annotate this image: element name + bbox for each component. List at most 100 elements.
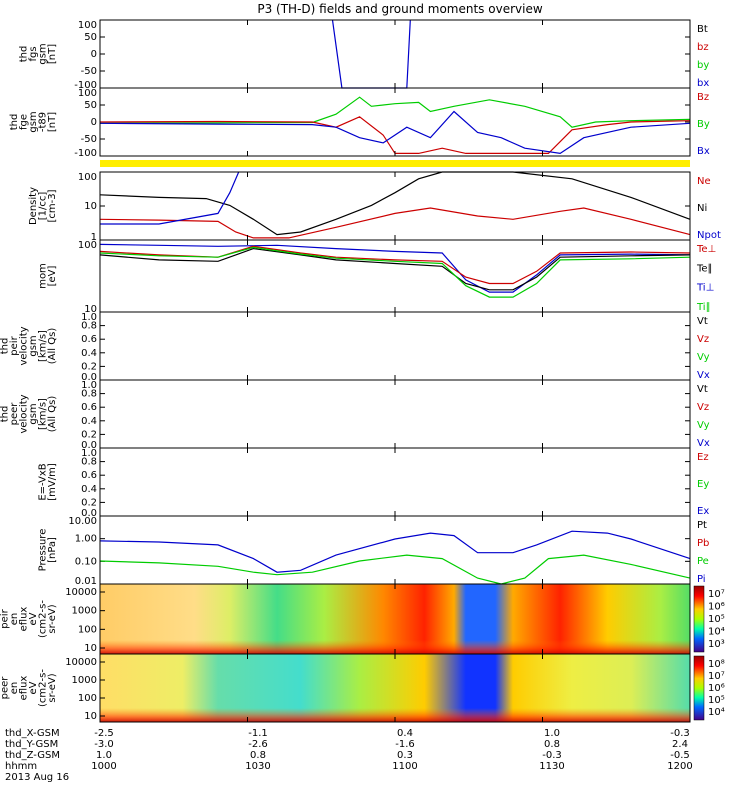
y-tick-label: 0.2 (81, 361, 97, 372)
y-axis-label-line: eflux (19, 676, 30, 701)
bottom-row-label: thd_X-GSM (5, 728, 60, 739)
legend-entry: Te⊥ (696, 244, 716, 255)
y-axis-label-line: fge (19, 114, 30, 130)
y-tick-label: 10000 (65, 587, 97, 598)
colorbar (693, 585, 705, 653)
bottom-row-value: 1000 (91, 761, 116, 772)
panels: 100500-50-100Btbzbybxthdfgsgsm[nT]100500… (0, 19, 725, 723)
legend-entry: Bz (697, 92, 709, 103)
panel-frame (99, 447, 691, 517)
legend-entry: Vx (697, 438, 710, 449)
y-axis-label-line: [nT] (47, 44, 58, 64)
legend-entry: Ti⊥ (696, 283, 714, 294)
y-tick-label: 0.6 (81, 334, 97, 345)
y-tick-label: 10 (84, 304, 97, 315)
y-tick-label: 10 (84, 201, 97, 212)
y-tick-label: 50 (84, 100, 97, 111)
legend-entry: Vz (697, 402, 709, 413)
bottom-row-value: 1.0 (96, 750, 112, 761)
y-tick-label: -50 (81, 134, 97, 145)
y-tick-label: 1.0 (81, 312, 97, 323)
y-axis-label-line: E=-VxB (38, 463, 49, 500)
y-axis-label-line: [nT] (47, 112, 58, 132)
y-tick-label: 100 (78, 20, 97, 31)
y-axis-label-line: eV (28, 681, 39, 694)
y-tick-label: 50 (84, 32, 97, 43)
y-tick-label: 0.10 (75, 556, 97, 567)
quality-flag-bar (100, 160, 690, 167)
y-tick-label: 100 (78, 240, 97, 251)
y-tick-label: 10 (84, 711, 97, 722)
y-axis-label-line: thd (19, 46, 30, 63)
y-axis-label-line: [nPa] (47, 537, 58, 563)
bottom-row-value: 0.8 (250, 750, 266, 761)
colorbar-tick-label: 10⁴ (708, 707, 725, 718)
bottom-row-value: -1.1 (248, 728, 268, 739)
series-line (99, 554, 691, 585)
panel-efield: 1.00.8 0.6 0.4 0.20.0 Ez Ey Ex E=-VxB[mV/m] (38, 447, 709, 519)
legend-entry: Pi (697, 574, 706, 585)
y-axis-label: thdfgsgsm[nT] (19, 43, 59, 64)
bottom-row-value: -0.5 (670, 750, 690, 761)
legend-entry: Pe (697, 556, 709, 567)
y-tick-label: 100 (78, 624, 97, 635)
bottom-row-value: 1100 (392, 761, 417, 772)
colorbar-tick-label: 10⁴ (708, 627, 725, 638)
y-axis-label-line: peer (9, 402, 20, 426)
y-tick-label: 100 (78, 693, 97, 704)
legend-entry: Vz (697, 334, 709, 345)
y-axis-label-line: peir (9, 335, 20, 355)
y-axis-label-line: gsm (38, 43, 49, 64)
bottom-row-value: -0.3 (542, 750, 562, 761)
y-axis-label-line: (All Qs) (47, 328, 58, 365)
y-tick-label: 0.01 (75, 576, 97, 587)
y-tick-label: 0 (91, 117, 97, 128)
legend-entry: Pb (697, 538, 709, 549)
series-line (331, 19, 411, 89)
y-axis-label: thdpeerenefluxeV(cm2-s-sr-eV) (0, 669, 58, 707)
colorbar-tick-label: 10⁵ (708, 695, 725, 706)
y-axis-label-line: thd (0, 406, 11, 423)
chart-title: P3 (TH-D) fields and ground moments over… (257, 2, 542, 16)
y-tick-label: 0.2 (81, 429, 97, 440)
y-tick-label: 10.00 (68, 516, 97, 527)
y-axis-label-line: Density (28, 187, 39, 225)
y-axis-label-line: sr-eV) (47, 604, 58, 633)
bottom-row-value: -3.0 (94, 739, 114, 750)
y-axis-label-line: [km/s] (38, 330, 49, 362)
y-tick-label: 0.6 (81, 402, 97, 413)
y-axis-label-line: [cm-3] (47, 189, 58, 222)
legend-entry: Ez (697, 452, 709, 463)
y-tick-label: 0.0 (81, 372, 97, 383)
y-tick-label: 0.0 (81, 508, 97, 519)
y-tick-label: 100 (78, 172, 97, 183)
bottom-row-label: thd_Y-GSM (5, 739, 58, 750)
bottom-row-value: 1030 (245, 761, 270, 772)
panel-mom: 100 10 Te⊥ Te∥ Ti⊥ Ti∥ mom[eV] (38, 239, 716, 315)
bottom-row-value: -1.6 (395, 739, 415, 750)
bottom-row-value: 1130 (539, 761, 564, 772)
series-line (99, 96, 691, 128)
y-tick-label: 0.4 (81, 416, 97, 427)
legend-entry: Bt (697, 24, 708, 35)
bottom-row-value: 2.4 (672, 739, 688, 750)
series-line (99, 530, 691, 573)
series-line (99, 243, 691, 293)
y-tick-label: 0.8 (81, 457, 97, 468)
y-axis-label: thdpeervelocitygsm[km/s](All Qs) (0, 394, 58, 433)
y-axis-label-line: thd (9, 114, 20, 131)
y-axis-label-line: peer (0, 676, 11, 700)
panel-frame (99, 171, 691, 241)
y-tick-label: 0.0 (81, 440, 97, 451)
y-tick-label: -100 (74, 148, 97, 159)
y-tick-label: 1 (91, 232, 97, 243)
bottom-row-value: 1200 (667, 761, 692, 772)
y-axis-label-line: [1/cc] (38, 192, 49, 221)
legend-entry: Ey (697, 479, 709, 490)
y-tick-label: 0.8 (81, 389, 97, 400)
panel-density: 100 10 1 Ne Ni Npot Density[1/cc][cm-3] (28, 171, 721, 243)
y-axis-label-line: velocity (19, 394, 30, 433)
series-line (99, 116, 691, 154)
